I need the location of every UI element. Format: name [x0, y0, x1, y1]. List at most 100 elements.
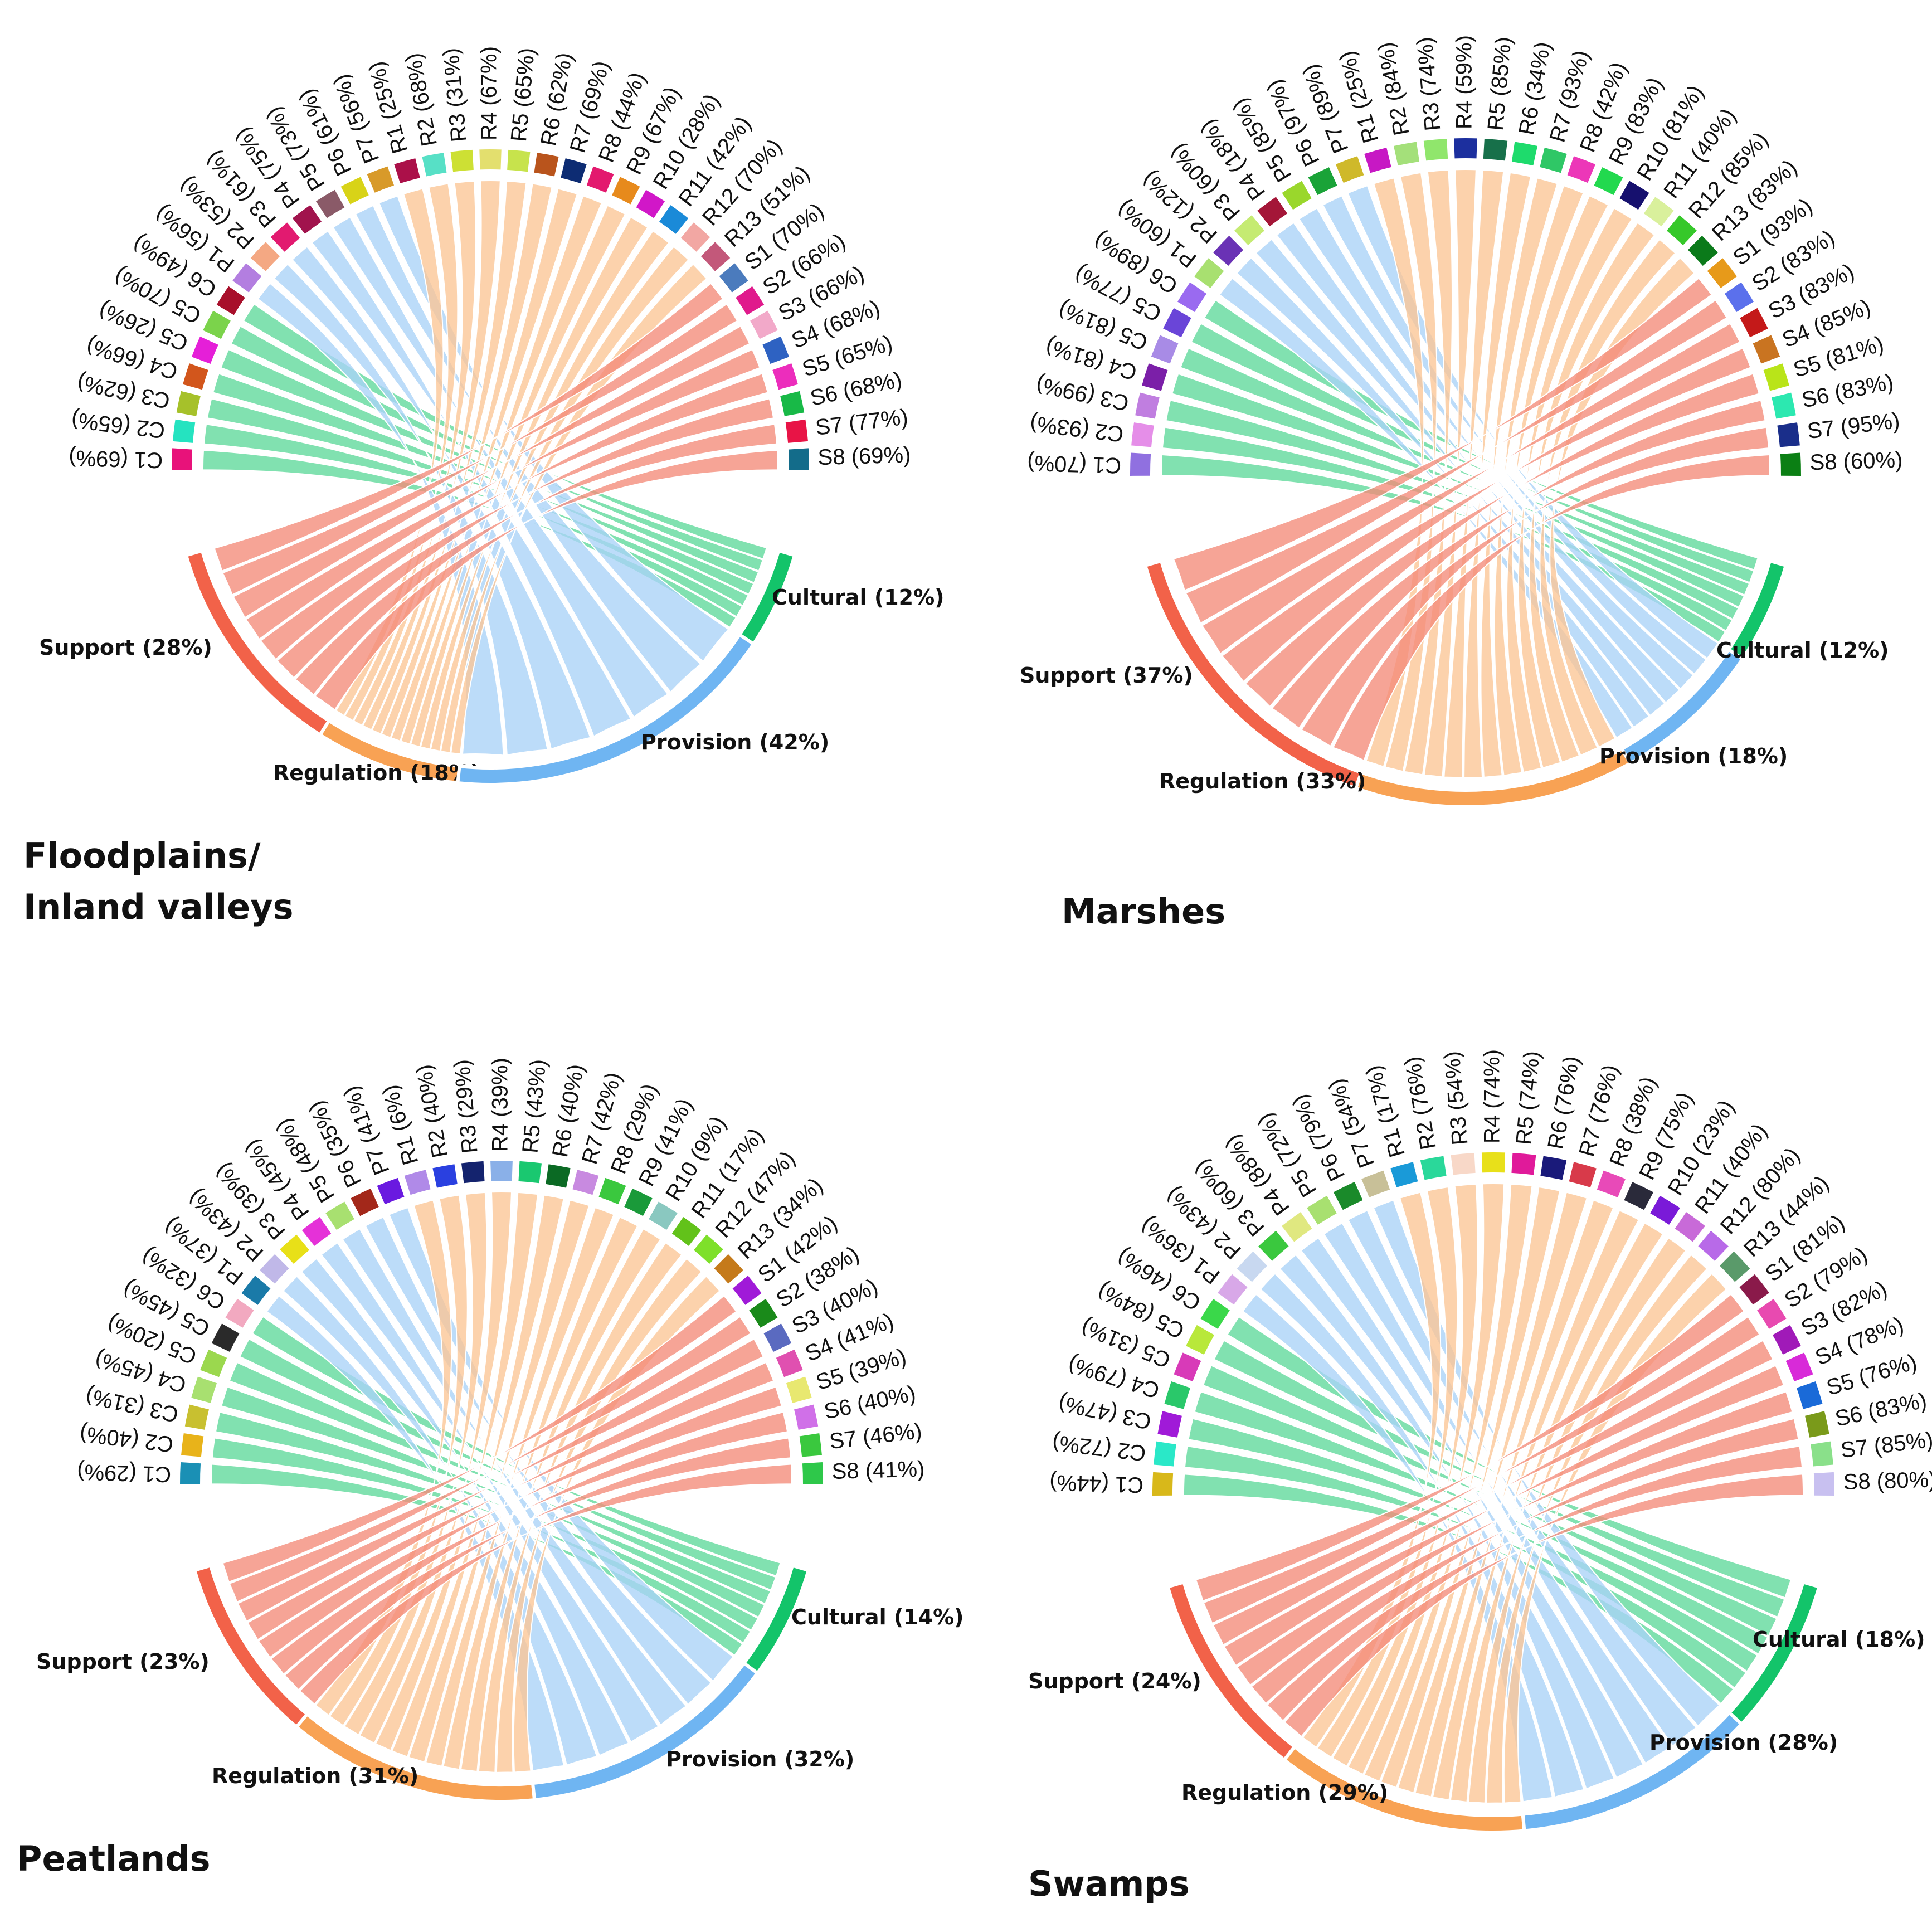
segment-block	[367, 166, 395, 193]
segment-block	[1772, 1325, 1801, 1355]
chord-ribbon	[257, 283, 504, 756]
chord-panel-peatlands: Support (23%) Regulation (31%) Provision (…	[36, 1058, 964, 1803]
segment-block	[1675, 1212, 1705, 1242]
chord-ribbon	[371, 180, 527, 735]
segment-block	[1282, 1212, 1312, 1242]
chord-ribbon	[1283, 1473, 1804, 1737]
chord-ribbon	[1493, 184, 1584, 776]
chord-ribbon	[246, 1361, 775, 1641]
segment-block	[340, 177, 369, 205]
chord-ribbon	[212, 373, 755, 595]
segment-block	[1707, 258, 1737, 289]
segment-block	[736, 286, 765, 315]
segment-block	[1511, 142, 1538, 166]
segment-block	[1163, 308, 1191, 338]
segment-block	[794, 1404, 819, 1430]
panel-title-line: Inland valleys	[23, 887, 294, 927]
segment-block	[250, 242, 280, 271]
chord-ribbon	[390, 188, 578, 742]
segment-block	[785, 419, 808, 443]
segment-label: R3 (29%)	[450, 1058, 483, 1154]
chord-ribbon	[1529, 222, 1656, 763]
category-label-support: Support (37%)	[1020, 663, 1193, 688]
segment-block	[1777, 422, 1800, 447]
segment-block	[1451, 1152, 1476, 1175]
segment-block	[659, 205, 689, 234]
segment-label: S8 (80%)	[1843, 1467, 1932, 1495]
chord-ribbon	[1347, 1182, 1505, 1775]
category-label-cultural: Cultural (12%)	[1716, 638, 1889, 663]
segment-block	[1643, 197, 1674, 227]
segment-label: R3 (54%)	[1439, 1050, 1472, 1146]
segment-label: S7 (95%)	[1806, 408, 1901, 444]
segment-block	[732, 1276, 762, 1305]
ribbon-layer	[1183, 1182, 1804, 1804]
segment-block	[799, 1433, 822, 1457]
ribbon-layer	[1161, 169, 1770, 779]
chord-ribbon	[400, 195, 603, 745]
chord-ribbon	[230, 325, 764, 572]
chord-ribbon	[1184, 1445, 1747, 1689]
chord-ribbon	[1332, 454, 1770, 762]
segment-block	[1739, 1274, 1769, 1305]
segment-block	[461, 1161, 485, 1184]
segment-block	[490, 1161, 513, 1181]
segment-label: R3 (31%)	[439, 47, 471, 143]
segment-block	[561, 158, 587, 184]
chord-ribbon	[228, 1316, 752, 1603]
chord-ribbon	[391, 1194, 564, 1758]
chord-ribbon	[1203, 1316, 1760, 1624]
chord-panel-marshes: Support (37%) Regulation (33%) Provision (…	[1020, 35, 1903, 809]
segment-block	[1594, 167, 1623, 196]
segment-block	[1666, 215, 1697, 245]
chord-ribbon	[1414, 1199, 1614, 1798]
chord-ribbon	[1212, 1340, 1774, 1646]
segment-block	[762, 336, 790, 364]
panel-title-line: Swamps	[1028, 1863, 1190, 1904]
chord-ribbon	[408, 1199, 590, 1763]
segment-label: C2 (72%)	[1051, 1430, 1147, 1466]
segment-block	[315, 189, 345, 218]
segment-label: R5 (43%)	[518, 1058, 551, 1154]
chord-ribbon	[1172, 277, 1712, 591]
segment-block	[1154, 1441, 1176, 1467]
segment-block	[450, 149, 474, 172]
ribbon-layer	[202, 180, 778, 756]
segment-label: R4 (39%)	[488, 1058, 513, 1152]
chord-ribbon	[1323, 1222, 1672, 1764]
chord-ribbon	[245, 348, 761, 640]
chord-ribbon	[1259, 1273, 1585, 1798]
segment-block	[1142, 363, 1168, 391]
chord-ribbon	[1517, 207, 1633, 769]
chord-ribbon	[1221, 347, 1751, 683]
segment-block	[1567, 156, 1596, 183]
segment-label: R2 (76%)	[1400, 1055, 1441, 1152]
segment-label: R4 (67%)	[477, 46, 502, 140]
segment-block	[184, 1404, 210, 1430]
segment-block	[572, 1170, 599, 1195]
segment-block	[780, 391, 805, 416]
segment-block	[1218, 1274, 1248, 1305]
chord-ribbon	[266, 1294, 565, 1772]
segment-block	[1813, 1472, 1834, 1496]
segment-block	[1282, 181, 1312, 210]
segment-block	[172, 448, 193, 470]
segment-block	[1619, 181, 1649, 210]
ribbon-layer	[211, 1191, 792, 1773]
segment-block	[191, 1376, 217, 1403]
chord-ribbon	[221, 1386, 766, 1618]
segment-block	[1234, 215, 1265, 245]
segment-block	[1780, 452, 1801, 476]
category-label-support: Support (23%)	[36, 1649, 210, 1674]
segment-block	[422, 153, 447, 177]
chord-ribbon	[257, 1386, 782, 1658]
segment-block	[1237, 1251, 1267, 1282]
chord-ribbon	[1223, 1365, 1785, 1667]
chord-ribbon	[260, 373, 769, 660]
segment-block	[280, 1234, 309, 1264]
segment-block	[1258, 1230, 1289, 1261]
chord-ribbon	[1266, 1445, 1803, 1722]
segment-block	[786, 1376, 812, 1403]
category-label-cultural: Cultural (18%)	[1753, 1627, 1925, 1652]
segment-block	[1540, 147, 1567, 173]
